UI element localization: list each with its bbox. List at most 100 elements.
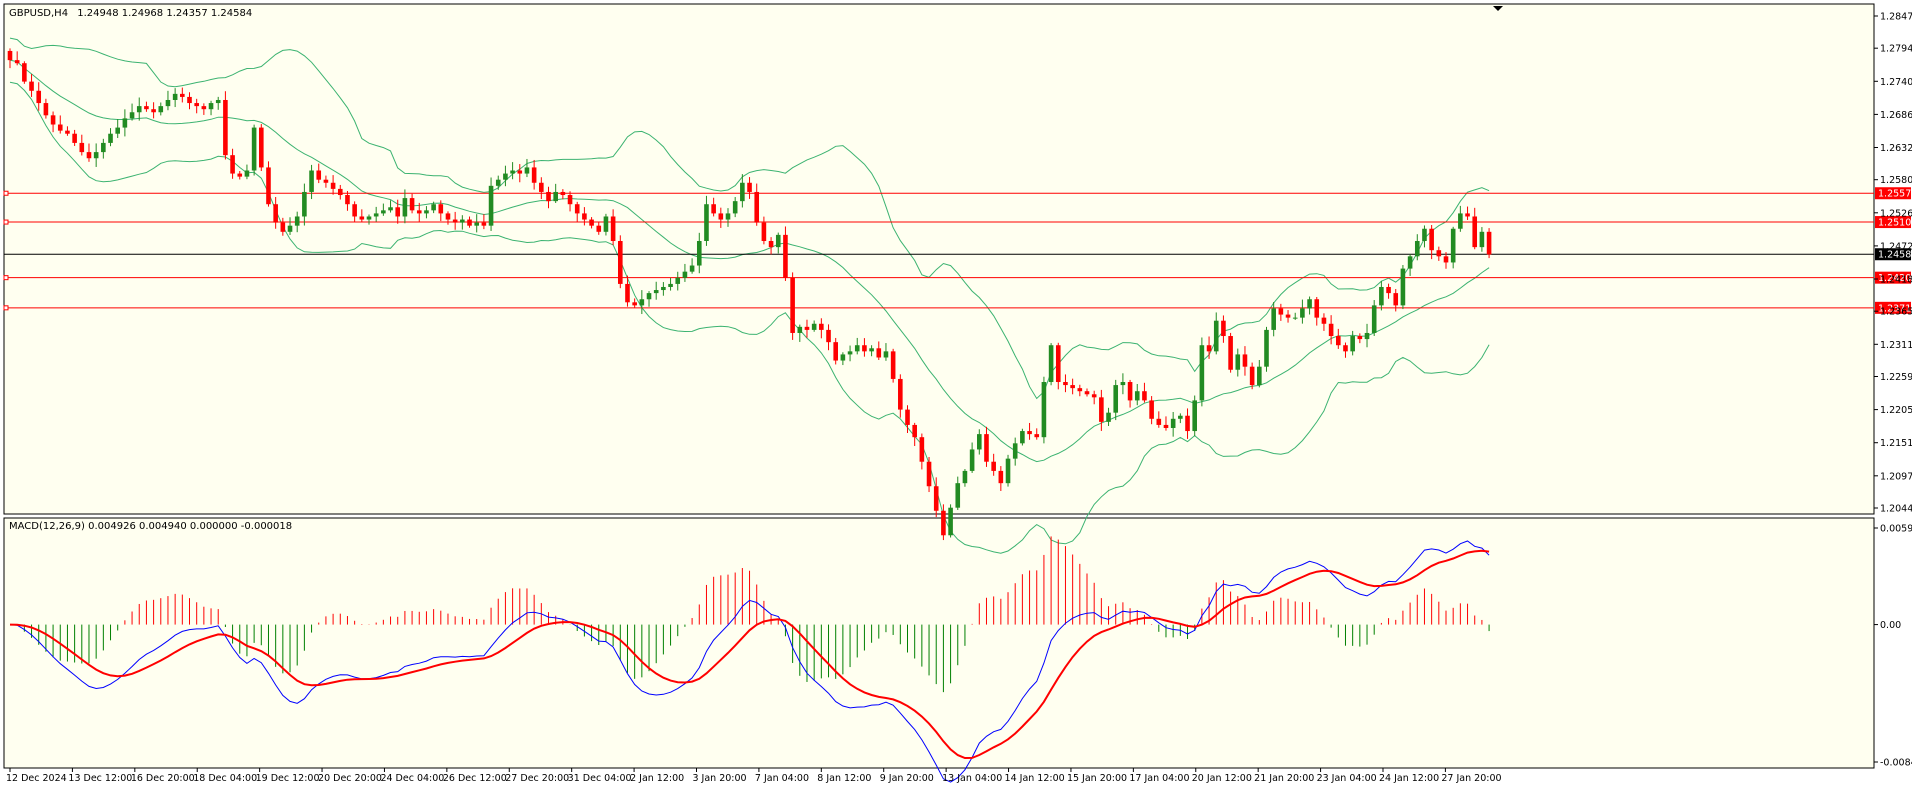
candle-body <box>474 222 479 226</box>
candle <box>1350 330 1355 356</box>
candle-body <box>668 283 673 287</box>
candle <box>1228 332 1233 373</box>
candle-body <box>682 271 688 278</box>
price-tick-label: 1.22050 <box>1880 405 1912 416</box>
candle-body <box>323 179 329 183</box>
candle <box>43 98 49 119</box>
candle <box>783 226 788 281</box>
candle <box>65 126 70 136</box>
candle-body <box>445 213 451 220</box>
candle-body <box>251 127 257 171</box>
candle-body <box>1012 443 1018 459</box>
candle-body <box>1070 385 1075 389</box>
candle <box>158 102 164 116</box>
candle-body <box>1379 286 1384 306</box>
candle-body <box>1149 400 1154 419</box>
horizontal-levels[interactable]: 1.25579 1.25109 1.24202 1.23710 1.24584 <box>3 187 1912 314</box>
macd-tick-label: -0.00846 <box>1880 758 1912 769</box>
level-anchor-3[interactable] <box>3 305 9 311</box>
candle <box>165 90 171 111</box>
candle-body <box>1371 305 1377 333</box>
candle <box>510 162 515 180</box>
level-anchor-1[interactable] <box>3 219 9 225</box>
candle <box>1285 310 1291 323</box>
candle <box>50 111 56 133</box>
candle-body <box>675 277 681 284</box>
candle-body <box>230 155 235 174</box>
candle <box>29 74 34 97</box>
candle-body <box>661 286 666 291</box>
candle-body <box>1034 434 1040 438</box>
candle <box>1170 411 1176 437</box>
candle <box>1055 342 1061 390</box>
candle-body <box>1048 345 1054 383</box>
candle-body <box>1386 286 1391 294</box>
candle-body <box>115 127 120 134</box>
candle <box>524 158 530 178</box>
candle <box>661 282 666 296</box>
time-tick-label: 15 Jan 20:00 <box>1067 773 1127 784</box>
candle-body <box>1005 458 1011 484</box>
candle-body <box>503 173 508 180</box>
candle-body <box>273 204 278 223</box>
price-tick-label: 1.21510 <box>1880 438 1912 449</box>
level-anchor-2[interactable] <box>3 275 9 281</box>
time-tick-label: 31 Dec 04:00 <box>568 773 632 784</box>
candle-body <box>1228 336 1233 370</box>
candle <box>1465 206 1470 220</box>
level-price-label-3: 1.23710 <box>1878 303 1912 314</box>
current-price-label: 1.24584 <box>1878 250 1912 261</box>
candle-body <box>1142 391 1147 401</box>
candle <box>381 203 386 216</box>
candle <box>977 429 982 455</box>
candle-body <box>266 167 271 205</box>
candle-body <box>740 182 745 202</box>
candle-body <box>1357 336 1363 340</box>
candle <box>1443 252 1449 269</box>
candle-body <box>1400 268 1406 306</box>
candle <box>1314 296 1320 326</box>
candle-body <box>201 106 207 110</box>
macd-tick-label: 0.005946 <box>1880 524 1912 535</box>
candle <box>237 171 243 180</box>
candle <box>833 337 838 365</box>
candle-body <box>72 133 77 143</box>
candle-body <box>618 241 623 284</box>
level-anchor-0[interactable] <box>3 190 9 196</box>
candle-body <box>1328 323 1334 337</box>
time-tick-label: 19 Dec 12:00 <box>256 773 320 784</box>
candle-body <box>50 115 56 125</box>
candle <box>1414 234 1420 261</box>
candle-body <box>747 182 752 192</box>
header-symbol: GBPUSD,H4 1.24948 1.24968 1.24357 1.2458… <box>9 8 252 19</box>
macd-axis: 0.005946 0.00 -0.00846 <box>1874 524 1912 769</box>
candle <box>438 200 444 222</box>
candle <box>1149 396 1154 425</box>
candle-body <box>345 195 350 205</box>
shift-marker-icon[interactable] <box>1493 6 1503 11</box>
candle <box>754 183 760 226</box>
candle-body <box>1364 332 1370 340</box>
time-tick-label: 8 Jan 12:00 <box>817 773 871 784</box>
candle <box>991 453 996 476</box>
price-tick-label: 1.25800 <box>1880 175 1912 186</box>
candle <box>1027 422 1032 440</box>
candle-body <box>409 198 415 211</box>
candle-body <box>194 103 199 107</box>
candle <box>998 466 1004 492</box>
candle-body <box>840 354 846 361</box>
candle-body <box>589 219 594 226</box>
candle <box>1020 428 1025 446</box>
candle <box>1364 323 1370 348</box>
candle-body <box>833 342 838 361</box>
candle <box>969 442 975 473</box>
candle <box>1249 362 1255 390</box>
candle <box>1450 226 1456 269</box>
candle <box>1134 383 1140 406</box>
candle <box>503 165 508 187</box>
candle-body <box>941 510 946 536</box>
candle-body <box>388 207 393 211</box>
candle <box>1479 227 1485 252</box>
